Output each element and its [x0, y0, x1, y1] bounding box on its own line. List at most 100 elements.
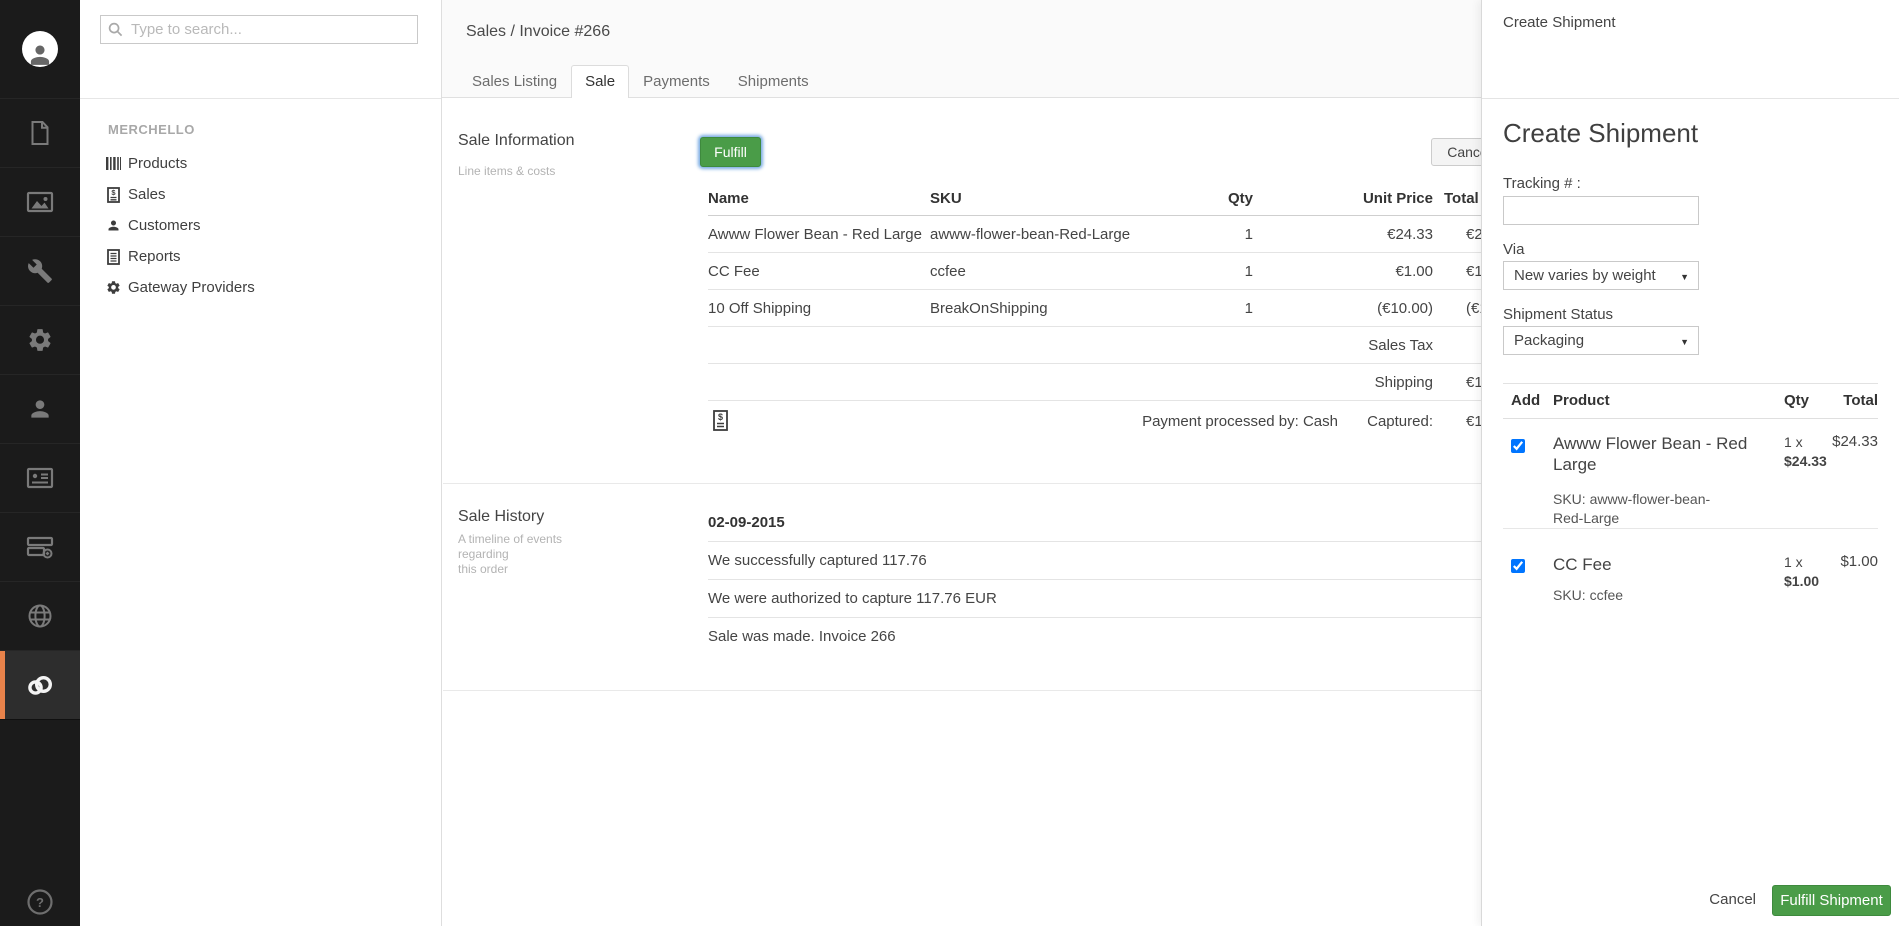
id-card-icon — [26, 467, 54, 489]
user-icon — [27, 396, 53, 422]
section-developer[interactable] — [0, 305, 80, 374]
panel-row-divider — [1503, 528, 1878, 529]
subtitle-line: this order — [458, 562, 509, 576]
shipment-status-label: Shipment Status — [1503, 306, 1614, 323]
item-name: CC Fee — [708, 262, 760, 280]
section-media[interactable] — [0, 167, 80, 236]
sidebar-item-customers[interactable]: Customers — [80, 210, 441, 241]
tab-sales-listing[interactable]: Sales Listing — [472, 73, 558, 90]
shipment-status-value: Packaging — [1514, 332, 1585, 349]
col-name: Name — [708, 189, 749, 207]
qty-count: 1 x — [1784, 434, 1803, 450]
section-forms[interactable] — [0, 512, 80, 581]
item-name: Awww Flower Bean - Red Large — [708, 225, 922, 243]
report-icon — [105, 248, 121, 265]
sale-items-table: Name SKU Qty Unit Price Total Awww Flowe… — [708, 181, 1538, 445]
user-avatar[interactable] — [0, 0, 80, 98]
section-members[interactable] — [0, 443, 80, 512]
svg-text:$: $ — [718, 412, 723, 422]
tab-payments[interactable]: Payments — [643, 73, 710, 90]
product-qty: 1 x $24.33 — [1784, 433, 1827, 471]
captured-label: Captured: — [1367, 413, 1433, 430]
tracking-input[interactable] — [1503, 196, 1699, 225]
panel-header: Create Shipment — [1482, 0, 1899, 99]
col-product: Product — [1553, 392, 1610, 409]
add-product-checkbox[interactable] — [1511, 439, 1525, 453]
shipping-label: Shipping — [1374, 373, 1433, 391]
history-date: 02-09-2015 — [708, 505, 1538, 542]
item-sku: awww-flower-bean-Red-Large — [930, 225, 1131, 243]
help-button[interactable]: ? — [0, 888, 80, 916]
panel-table-header: Add Product Qty Total — [1503, 392, 1878, 419]
fulfill-shipment-button[interactable]: Fulfill Shipment — [1772, 885, 1891, 916]
product-qty: 1 x $1.00 — [1784, 553, 1819, 591]
sidebar-item-label: Gateway Providers — [128, 279, 255, 296]
table-row: 10 Off Shipping BreakOnShipping 1 (€10.0… — [708, 290, 1538, 327]
sidebar-item-reports[interactable]: Reports — [80, 241, 441, 272]
via-select[interactable]: New varies by weight ▼ — [1503, 261, 1699, 290]
gear-icon — [27, 327, 53, 353]
sidebar-item-sales[interactable]: $ Sales — [80, 179, 441, 210]
tree-section-label: MERCHELLO — [108, 122, 195, 137]
shipment-status-select[interactable]: Packaging ▼ — [1503, 326, 1699, 355]
sale-history-title: Sale History — [458, 508, 545, 525]
section-content[interactable] — [0, 98, 80, 167]
via-label: Via — [1503, 241, 1525, 258]
breadcrumb: Sales / Invoice #266 — [466, 23, 611, 40]
sale-history-subtitle: A timeline of events regarding this orde… — [458, 532, 588, 577]
globe-icon — [27, 603, 53, 629]
history-event: We successfully captured 117.76 — [708, 542, 1538, 580]
receipt-icon: $ — [713, 410, 728, 435]
item-qty: 1 — [1244, 225, 1253, 243]
sidebar-item-label: Products — [128, 155, 188, 172]
add-product-checkbox[interactable] — [1511, 559, 1525, 573]
section-users[interactable] — [0, 374, 80, 443]
sidebar-item-products[interactable]: Products — [80, 148, 441, 179]
panel-cancel-button[interactable]: Cancel — [1709, 891, 1756, 908]
section-merchello[interactable] — [0, 650, 80, 720]
sales-tax-row: Sales Tax — [708, 327, 1538, 364]
item-qty: 1 — [1244, 262, 1253, 280]
receipt-icon: $ — [105, 186, 121, 203]
col-sku: SKU — [930, 189, 962, 207]
col-unit-price: Unit Price — [1362, 189, 1433, 207]
product-name: CC Fee — [1553, 555, 1612, 574]
tree-sidebar: MERCHELLO Products $ Sales Customers Rep… — [80, 0, 442, 926]
qty-price: $24.33 — [1784, 453, 1827, 469]
section-settings[interactable] — [0, 236, 80, 305]
shipment-product-row: Awww Flower Bean - Red Large SKU: awww-f… — [1503, 430, 1878, 528]
app-rail: ? — [0, 0, 80, 926]
tab-sale[interactable]: Sale — [571, 65, 630, 98]
search-icon — [108, 22, 123, 42]
panel-divider — [1503, 383, 1878, 384]
avatar-icon — [22, 31, 58, 67]
col-total: Total — [1843, 392, 1878, 409]
col-qty: Qty — [1784, 392, 1810, 409]
sale-table-header: Name SKU Qty Unit Price Total — [708, 181, 1538, 216]
sale-information-subtitle: Line items & costs — [458, 164, 556, 178]
item-name: 10 Off Shipping — [708, 299, 812, 317]
media-picture-icon — [26, 190, 54, 214]
sidebar-item-gateway-providers[interactable]: Gateway Providers — [80, 272, 441, 303]
item-unit-price: (€10.00) — [1377, 299, 1433, 317]
history-event: Sale was made. Invoice 266 — [708, 628, 896, 645]
section-translation[interactable] — [0, 581, 80, 650]
via-select-value: New varies by weight — [1514, 267, 1656, 284]
qty-count: 1 x — [1784, 554, 1803, 570]
barcode-icon — [105, 156, 121, 172]
tab-shipments[interactable]: Shipments — [737, 73, 809, 90]
col-add: Add — [1511, 392, 1541, 409]
svg-text:$: $ — [111, 188, 116, 197]
item-sku: ccfee — [930, 262, 966, 280]
fulfill-button[interactable]: Fulfill — [700, 137, 761, 167]
chevron-down-icon: ▼ — [1680, 272, 1689, 282]
col-total: Total — [1444, 189, 1479, 207]
tab-bar: Sales Listing Sale Payments Shipments — [458, 65, 823, 98]
wrench-icon — [27, 258, 53, 284]
search-input[interactable] — [100, 15, 418, 44]
shipment-product-row: CC Fee SKU: ccfee 1 x $1.00 $1.00 — [1503, 540, 1878, 620]
tree-items: Products $ Sales Customers Reports Gatew… — [80, 148, 441, 303]
section-divider — [443, 483, 1899, 484]
panel-heading: Create Shipment — [1503, 118, 1699, 148]
item-sku: BreakOnShipping — [930, 299, 1048, 317]
